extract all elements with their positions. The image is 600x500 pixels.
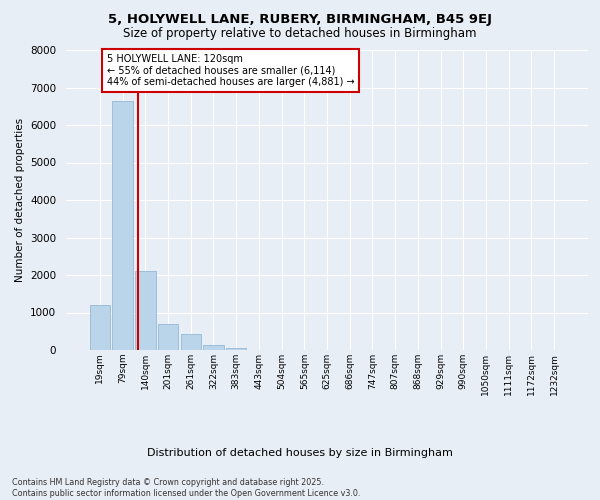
Text: 5 HOLYWELL LANE: 120sqm
← 55% of detached houses are smaller (6,114)
44% of semi: 5 HOLYWELL LANE: 120sqm ← 55% of detache… xyxy=(107,54,355,87)
Text: Contains HM Land Registry data © Crown copyright and database right 2025.
Contai: Contains HM Land Registry data © Crown c… xyxy=(12,478,361,498)
Bar xyxy=(112,100,133,350)
Y-axis label: Number of detached properties: Number of detached properties xyxy=(14,118,25,282)
Bar xyxy=(90,305,110,350)
Bar xyxy=(181,334,201,350)
Text: Distribution of detached houses by size in Birmingham: Distribution of detached houses by size … xyxy=(147,448,453,458)
Text: 5, HOLYWELL LANE, RUBERY, BIRMINGHAM, B45 9EJ: 5, HOLYWELL LANE, RUBERY, BIRMINGHAM, B4… xyxy=(108,12,492,26)
Bar xyxy=(158,324,178,350)
Bar xyxy=(203,345,224,350)
Text: Size of property relative to detached houses in Birmingham: Size of property relative to detached ho… xyxy=(123,28,477,40)
Bar xyxy=(135,271,155,350)
Bar xyxy=(226,348,247,350)
